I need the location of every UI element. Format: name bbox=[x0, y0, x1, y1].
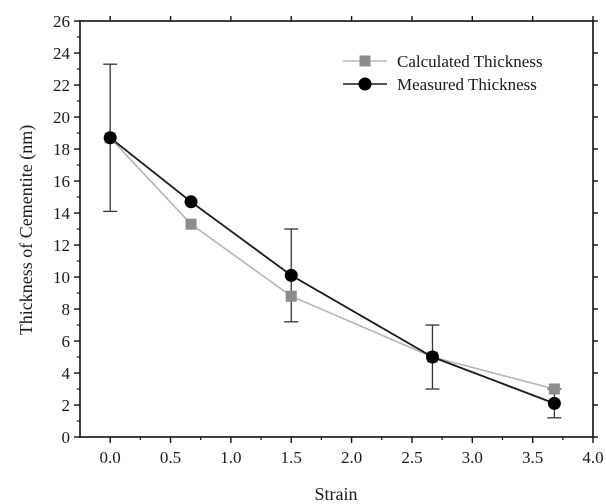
x-tick-label: 3.5 bbox=[522, 448, 543, 467]
legend-marker-square bbox=[359, 55, 371, 67]
legend-label: Measured Thickness bbox=[397, 75, 537, 94]
measured-point bbox=[547, 396, 561, 410]
y-tick-label: 10 bbox=[53, 268, 70, 287]
x-tick-label: 3.0 bbox=[462, 448, 483, 467]
x-tick-label: 2.5 bbox=[401, 448, 422, 467]
x-tick-label: 2.0 bbox=[341, 448, 362, 467]
y-tick-label: 14 bbox=[53, 204, 71, 223]
measured-point bbox=[103, 131, 117, 145]
series-line bbox=[109, 137, 555, 390]
x-tick-label: 0.0 bbox=[100, 448, 121, 467]
y-tick-label: 0 bbox=[62, 428, 71, 447]
x-axis-title: Strain bbox=[315, 484, 358, 504]
legend-label: Calculated Thickness bbox=[397, 52, 543, 71]
measured-point bbox=[284, 268, 298, 282]
y-tick-label: 16 bbox=[53, 172, 70, 191]
y-tick-label: 18 bbox=[53, 140, 70, 159]
calculated-point bbox=[548, 383, 560, 395]
y-tick-label: 22 bbox=[53, 76, 70, 95]
x-tick-label: 0.5 bbox=[160, 448, 181, 467]
measured-point bbox=[184, 195, 198, 209]
y-tick-label: 26 bbox=[53, 12, 70, 31]
x-tick-label: 1.5 bbox=[281, 448, 302, 467]
x-tick-label: 4.0 bbox=[582, 448, 603, 467]
series-line bbox=[109, 137, 555, 405]
y-tick-label: 20 bbox=[53, 108, 70, 127]
y-tick-label: 4 bbox=[62, 364, 71, 383]
y-tick-label: 6 bbox=[62, 332, 71, 351]
calculated-point bbox=[185, 218, 197, 230]
measured-point bbox=[425, 350, 439, 364]
y-tick-label: 8 bbox=[62, 300, 71, 319]
y-axis-title: Thickness of Cementite (nm) bbox=[16, 125, 37, 335]
y-tick-label: 24 bbox=[53, 44, 71, 63]
y-tick-label: 2 bbox=[62, 396, 71, 415]
y-tick-label: 12 bbox=[53, 236, 70, 255]
x-tick-label: 1.0 bbox=[220, 448, 241, 467]
legend-marker-circle bbox=[358, 77, 372, 91]
calculated-point bbox=[285, 290, 297, 302]
